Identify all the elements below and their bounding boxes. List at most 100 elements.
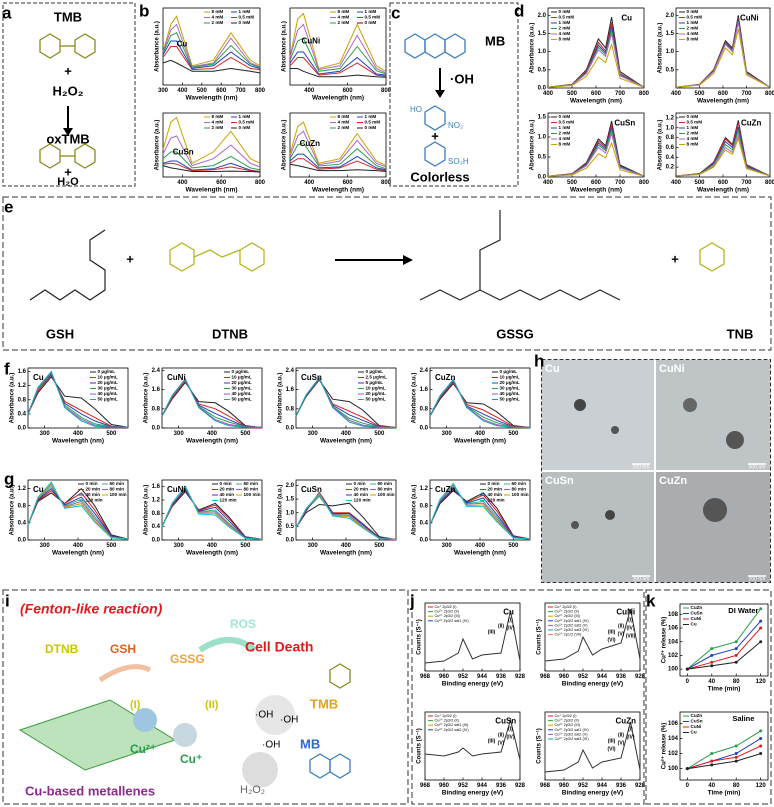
series-line xyxy=(161,485,263,540)
peak-label: (VI) xyxy=(607,746,615,752)
x-tick-label: 300 xyxy=(442,431,453,437)
x-tick-label: 400 xyxy=(207,543,218,549)
y-tick-label: 1.0 xyxy=(286,510,295,516)
y-tick-label: 0.8 xyxy=(286,406,295,412)
y-tick-label: 1.2 xyxy=(18,486,27,492)
legend-label: Cu²⁺ 2p3/2 sat1 (III) xyxy=(435,723,469,727)
y-axis-label: Absorbance (a.u.) xyxy=(282,21,288,72)
peak-label: (IV) xyxy=(506,625,514,631)
panel-c-frame xyxy=(389,2,519,187)
series-line xyxy=(687,627,762,670)
x-axis-label: Wavelength (nm) xyxy=(52,550,104,557)
x-tick-label: 600 xyxy=(718,91,729,97)
y-tick-label: 1.6 xyxy=(420,387,429,393)
plot-frame xyxy=(679,711,769,781)
legend-label: 30 μg/mL xyxy=(232,386,252,391)
x-tick-label: 500 xyxy=(694,91,705,97)
legend-label: 120 min xyxy=(354,498,371,503)
x-tick-label: 968 xyxy=(540,674,551,680)
y-tick-label: 100 xyxy=(668,766,679,772)
series-line xyxy=(27,374,129,428)
series-line xyxy=(162,59,261,74)
step: (II) xyxy=(205,699,219,711)
y-tick-label: 0.4 xyxy=(666,155,675,161)
point xyxy=(734,640,738,644)
x-tick-label: 936 xyxy=(616,674,627,680)
chart-name: CuSn xyxy=(301,373,322,382)
legend-label: 8 mM xyxy=(687,37,699,42)
y-tick-label: 1.0 xyxy=(538,49,547,55)
panel-label: b xyxy=(139,1,149,20)
legend-label: 100 min xyxy=(110,492,127,497)
legend-label: 8 mM xyxy=(559,142,571,147)
x-tick-label: 500 xyxy=(374,543,385,549)
y-tick-label: 0.4 xyxy=(18,411,27,417)
series-line xyxy=(289,121,387,167)
x-axis-label: Wavelength (nm) xyxy=(454,550,506,557)
water: H₂O xyxy=(57,176,79,188)
legend-label: 0 mM xyxy=(365,20,377,25)
legend-label: Cu⁺ 2p3/2 (I) xyxy=(555,714,578,718)
legend-label: 0 mM xyxy=(559,114,571,119)
x-axis-label: Wavelength (nm) xyxy=(320,438,372,445)
x-tick-label: 928 xyxy=(515,674,526,680)
series-line xyxy=(161,380,263,428)
series-line xyxy=(547,42,645,88)
legend-label: 80 min xyxy=(378,487,393,492)
legend-label: 20 min xyxy=(488,487,503,492)
legend-label: Cu²⁺ 2p3/2 sat1 (IV) xyxy=(555,619,590,623)
legend-label: 0 min xyxy=(354,481,366,486)
legend-label: Cu²⁺ 2p3/2 (II) xyxy=(555,610,580,614)
legend-label: 1 mM xyxy=(239,9,251,14)
legend-label: 0 mM xyxy=(687,9,699,14)
series-line xyxy=(27,490,129,540)
y-tick-label: 1.6 xyxy=(18,369,27,375)
chart-title: DI Water xyxy=(728,606,758,615)
legend-label: 40 μg/mL xyxy=(98,391,118,396)
legend-label: 4 mM xyxy=(212,15,224,20)
series-line xyxy=(687,730,761,770)
legend-label: Cu²⁺ 2p3/2 (III) xyxy=(435,614,461,618)
series-line xyxy=(687,620,762,670)
series-line xyxy=(290,68,387,78)
series-line xyxy=(289,23,387,74)
legend-label: 2 mM xyxy=(338,125,350,130)
point xyxy=(759,626,763,630)
chart-name: Cu xyxy=(621,14,632,23)
legend-label: 4 mM xyxy=(212,120,224,125)
legend-label: 60 min xyxy=(244,481,259,486)
x-tick-label: 600 xyxy=(718,180,729,186)
x-tick-label: 400 xyxy=(671,180,682,186)
y-tick-label: 0.4 xyxy=(152,524,161,530)
x-tick-label: 936 xyxy=(616,783,627,789)
y-tick-label: 1.5 xyxy=(538,115,547,121)
chart-name: CuZn xyxy=(616,717,637,726)
x-tick-label: 400 xyxy=(304,180,315,186)
y-tick-label: 1.2 xyxy=(420,486,429,492)
legend-label: CuZn xyxy=(691,713,703,718)
series-line xyxy=(429,487,531,540)
x-tick-label: 400 xyxy=(475,431,486,437)
series-line xyxy=(27,481,129,540)
chart-name: CuSn xyxy=(495,717,516,726)
image-label: CuSn xyxy=(545,475,574,487)
scheme-title: (Fenton-like reaction) xyxy=(20,601,163,617)
legend-label: 2 mM xyxy=(338,20,350,25)
series-line xyxy=(295,492,397,540)
point xyxy=(734,653,738,657)
point xyxy=(759,736,763,740)
y-axis-label: Absorbance (a.u.) xyxy=(658,23,664,74)
scale-label: 200 nm xyxy=(749,576,766,582)
point xyxy=(759,619,763,623)
y-tick-label: 0.8 xyxy=(18,397,27,403)
legend-label: 60 min xyxy=(110,481,125,486)
chart-name: CuSn xyxy=(301,485,322,494)
series-line xyxy=(27,487,129,540)
legend-label: 80 min xyxy=(512,487,527,492)
legend-label: 8 mM xyxy=(559,37,571,42)
x-axis-label: Wavelength (nm) xyxy=(185,95,237,102)
x-tick-label: 400 xyxy=(475,543,486,549)
legend-label: 20 μg/mL xyxy=(232,380,252,385)
series-line xyxy=(429,378,530,428)
